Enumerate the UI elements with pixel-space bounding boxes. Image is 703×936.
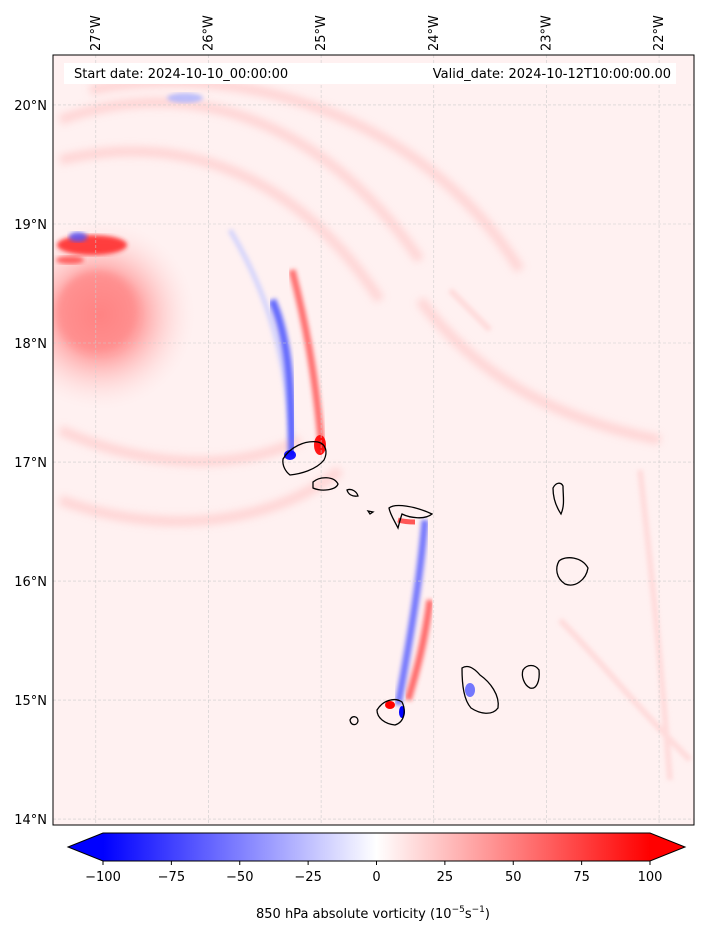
colorbar-tick-label: −100 xyxy=(85,870,121,885)
colorbar-tick-label: −25 xyxy=(294,870,321,885)
colorbar-tick-label: −50 xyxy=(226,870,253,885)
colorbar-tick-label: −75 xyxy=(158,870,185,885)
latitude-label: 17°N xyxy=(14,456,47,471)
latitude-label: 20°N xyxy=(14,99,47,114)
colorbar-extend-max xyxy=(650,833,685,861)
longitude-label: 22°W xyxy=(652,15,667,51)
island-santo-antao xyxy=(282,441,327,476)
longitude-label: 23°W xyxy=(539,15,554,51)
longitude-label: 25°W xyxy=(314,15,329,51)
island-santa-luzia xyxy=(346,488,359,497)
colorbar-tick-label: 100 xyxy=(638,870,663,885)
colorbar-tick-label: 25 xyxy=(437,870,454,885)
map-gridlines xyxy=(53,55,694,825)
longitude-labels: 27°W 26°W 25°W 24°W 23°W 22°W xyxy=(89,15,667,51)
colorbar-tick-label: 50 xyxy=(505,870,522,885)
island-maio xyxy=(521,664,540,689)
header-background xyxy=(64,63,676,84)
island-sao-tiago xyxy=(376,699,405,726)
latitude-labels: 20°N 19°N 18°N 17°N 16°N 15°N 14°N xyxy=(14,99,47,828)
island-sao-nicolau xyxy=(388,504,434,530)
colorbar-gradient xyxy=(103,833,650,861)
vorticity-field xyxy=(53,55,694,825)
start-date-label: Start date: 2024-10-10_00:00:00 xyxy=(74,67,288,82)
island-brava xyxy=(349,716,359,726)
latitude-label: 18°N xyxy=(14,337,47,352)
latitude-label: 14°N xyxy=(14,813,47,828)
latitude-label: 16°N xyxy=(14,575,47,590)
colorbar-tick-label: 75 xyxy=(573,870,590,885)
map-frame xyxy=(52,54,695,826)
valid-date-label: Valid_date: 2024-10-12T10:00:00.00 xyxy=(433,67,671,82)
colorbar-label: 850 hPa absolute vorticity (10−5s−1) xyxy=(256,905,490,922)
colorbar: −100 −75 −50 −25 0 25 50 75 100 850 hPa absolute… xyxy=(66,832,687,922)
latitude-label: 19°N xyxy=(14,218,47,233)
island-branco xyxy=(366,510,375,515)
island-outlines xyxy=(282,441,589,726)
latitude-label: 15°N xyxy=(14,694,47,709)
island-boa-vista xyxy=(556,557,589,586)
island-fogo xyxy=(461,665,499,714)
island-sao-vicente xyxy=(312,477,339,491)
island-sal xyxy=(552,482,565,516)
colorbar-extend-min xyxy=(68,833,103,861)
longitude-label: 26°W xyxy=(201,15,216,51)
colorbar-ticks: −100 −75 −50 −25 0 25 50 75 100 xyxy=(85,861,662,885)
longitude-label: 27°W xyxy=(89,15,104,51)
colorbar-tick-label: 0 xyxy=(372,870,380,885)
longitude-label: 24°W xyxy=(427,15,442,51)
